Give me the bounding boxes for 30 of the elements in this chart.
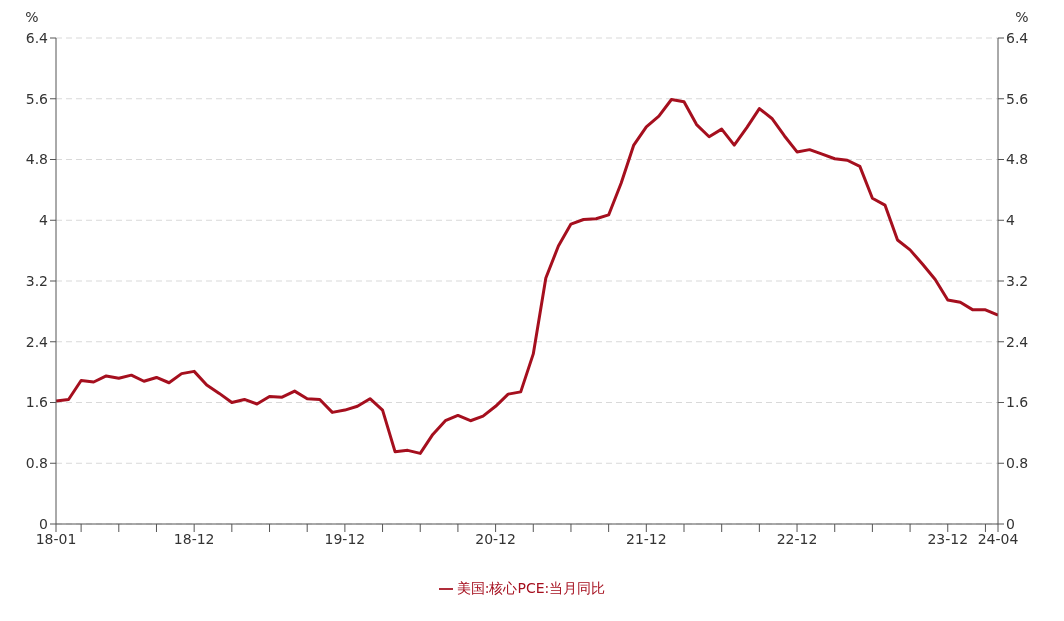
y-tick-label: 0 xyxy=(39,515,48,532)
y2-tick-label: 1.6 xyxy=(1006,394,1029,411)
y-tick-label: 4.8 xyxy=(25,151,48,168)
x-tick-label: 20-12 xyxy=(475,530,516,547)
y-tick-label: 1.6 xyxy=(25,394,49,411)
y-tick-label: 3.2 xyxy=(25,272,48,289)
y-tick-label: 4 xyxy=(39,212,49,229)
y-tick-label: 6.4 xyxy=(25,29,49,46)
y2-tick-label: 0.8 xyxy=(1006,455,1029,472)
y2-tick-label: 2.4 xyxy=(1006,333,1029,350)
y-tick-label: 2.4 xyxy=(25,333,49,350)
y2-axis-title: % xyxy=(1015,9,1029,25)
y2-tick-label: 0 xyxy=(1006,515,1015,532)
x-tick-label: 18-01 xyxy=(35,530,77,547)
line-series xyxy=(56,98,998,455)
x-tick-label: 19-12 xyxy=(324,530,366,547)
y2-tick-label: 4 xyxy=(1006,212,1015,229)
y-tick-label: 5.6 xyxy=(25,90,49,107)
y-tick-label: 0.8 xyxy=(25,455,48,472)
y2-tick-label: 4.8 xyxy=(1006,151,1029,168)
legend-label: 美国:核心PCE:当月同比 xyxy=(456,580,606,596)
x-tick-label: 23-12 xyxy=(927,530,969,547)
y2-tick-label: 3.2 xyxy=(1006,272,1029,289)
x-tick-label: 18-12 xyxy=(173,530,215,547)
x-tick-label: 22-12 xyxy=(776,530,818,547)
x-tick-label: 21-12 xyxy=(625,530,667,547)
y2-tick-label: 6.4 xyxy=(1006,29,1029,46)
y-axis-title: % xyxy=(25,9,39,25)
x-tick-label: 24-04 xyxy=(977,530,1019,547)
y2-tick-label: 5.6 xyxy=(1006,90,1029,107)
